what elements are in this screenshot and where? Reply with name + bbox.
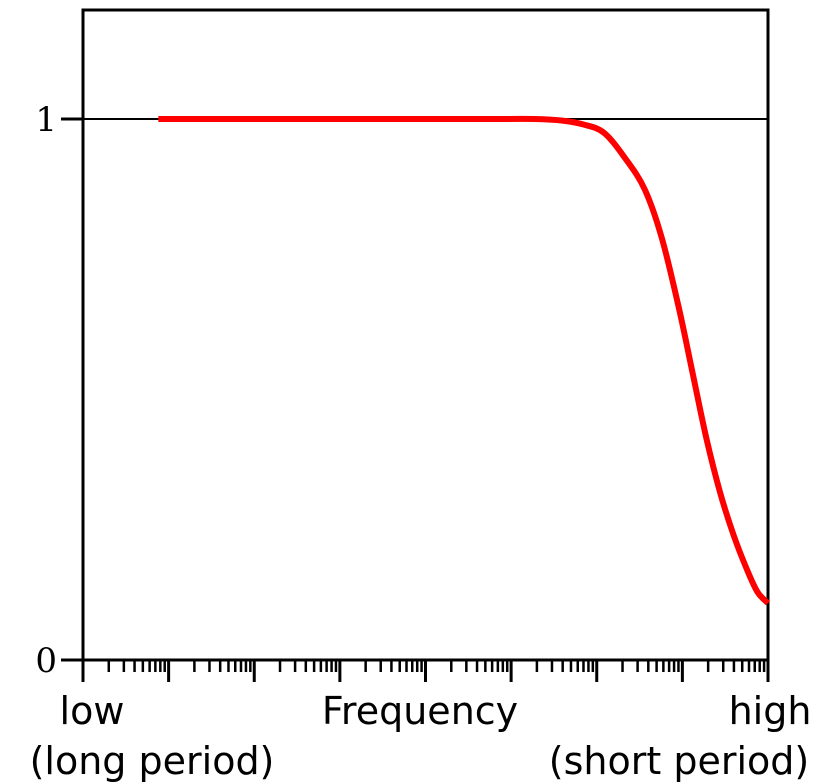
x-axis-title: Frequency — [322, 689, 518, 733]
series-line — [158, 115, 771, 606]
y-axis-ticks: 01 — [35, 100, 83, 681]
x-end-low-label: low — [60, 689, 125, 733]
x-end-high-label: high — [729, 689, 812, 733]
y-tick-label: 0 — [35, 641, 57, 681]
x-end-high-sublabel: (short period) — [549, 739, 809, 783]
plot-frame — [81, 8, 770, 662]
x-axis-ticks — [81, 660, 770, 682]
x-end-low-sublabel: (long period) — [30, 739, 275, 783]
y-tick-label: 1 — [35, 100, 57, 140]
